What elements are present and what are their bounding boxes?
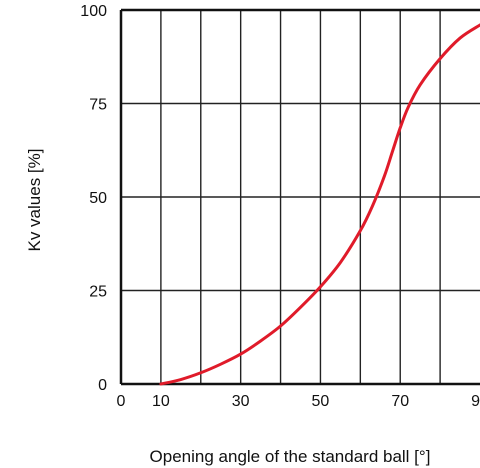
y-axis-label: Kv values [%] <box>25 149 44 252</box>
plot-frame <box>119 8 480 386</box>
x-tick-label: 0 <box>117 393 126 410</box>
y-tick-label: 50 <box>89 190 107 207</box>
y-tick-label: 75 <box>89 97 107 114</box>
y-tick-label: 0 <box>98 377 107 394</box>
y-tick-label: 25 <box>89 284 107 301</box>
x-tick-label: 10 <box>152 393 170 410</box>
x-tick-label: 70 <box>391 393 409 410</box>
grid <box>121 10 480 384</box>
series-line-0 <box>159 23 480 386</box>
x-tick-label: 30 <box>232 393 250 410</box>
y-tick-labels: 0 25 50 75 100 <box>80 3 107 394</box>
x-tick-labels: 0 10 30 50 70 90 <box>117 393 480 410</box>
x-tick-label: 50 <box>312 393 330 410</box>
y-tick-label: 100 <box>80 3 107 20</box>
series-layer <box>159 23 480 386</box>
x-tick-label: 90 <box>471 393 480 410</box>
x-axis-label: Opening angle of the standard ball [°] <box>150 447 431 466</box>
